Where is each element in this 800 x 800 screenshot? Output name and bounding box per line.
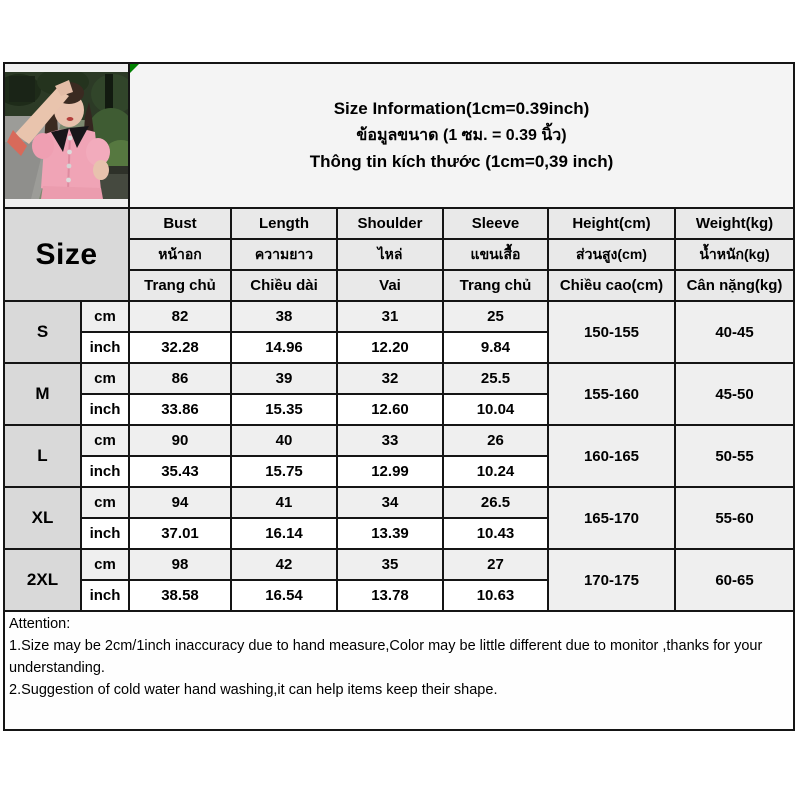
cell-2xl-length-inch: 16.54 xyxy=(230,579,338,612)
cell-2xl-bust-cm: 98 xyxy=(128,548,232,581)
cell-2xl-weight: 60-65 xyxy=(674,548,795,612)
table-title-cell: Size Information(1cm=0.39inch) ข้อมูลขนา… xyxy=(128,62,795,209)
cell-m-height: 155-160 xyxy=(547,362,676,426)
cell-xl-length-cm: 41 xyxy=(230,486,338,519)
cell-l-bust-cm: 90 xyxy=(128,424,232,457)
attention-heading: Attention: xyxy=(9,616,71,632)
size-row-label: L xyxy=(3,424,82,488)
cell-xl-sleeve-cm: 26.5 xyxy=(442,486,549,519)
cell-m-bust-cm: 86 xyxy=(128,362,232,395)
col-header-bust-th: หน้าอก xyxy=(128,238,232,271)
cell-l-shoulder-cm: 33 xyxy=(336,424,444,457)
cell-s-weight: 40-45 xyxy=(674,300,795,364)
cell-xl-length-inch: 16.14 xyxy=(230,517,338,550)
cell-2xl-bust-inch: 38.58 xyxy=(128,579,232,612)
col-header-sleeve-vi: Trang chủ xyxy=(442,269,549,302)
cell-l-sleeve-cm: 26 xyxy=(442,424,549,457)
cell-xl-shoulder-inch: 13.39 xyxy=(336,517,444,550)
col-header-shoulder-th: ไหล่ xyxy=(336,238,444,271)
cell-xl-shoulder-cm: 34 xyxy=(336,486,444,519)
cell-m-sleeve-inch: 10.04 xyxy=(442,393,549,426)
cell-2xl-sleeve-inch: 10.63 xyxy=(442,579,549,612)
cell-m-bust-inch: 33.86 xyxy=(128,393,232,426)
size-corner-header: Size xyxy=(3,207,130,302)
unit-label-inch: inch xyxy=(80,455,130,488)
cell-s-sleeve-cm: 25 xyxy=(442,300,549,333)
col-header-bust-en: Bust xyxy=(128,207,232,240)
cell-m-length-inch: 15.35 xyxy=(230,393,338,426)
attention-notes: Attention: 1.Size may be 2cm/1inch inacc… xyxy=(3,610,795,731)
cell-2xl-length-cm: 42 xyxy=(230,548,338,581)
col-header-length-en: Length xyxy=(230,207,338,240)
unit-label-inch: inch xyxy=(80,331,130,364)
attention-note-1: 1.Size may be 2cm/1inch inaccuracy due t… xyxy=(9,638,763,676)
col-header-length-th: ความยาว xyxy=(230,238,338,271)
cell-xl-height: 165-170 xyxy=(547,486,676,550)
cell-l-sleeve-inch: 10.24 xyxy=(442,455,549,488)
col-header-weight-th: น้ำหนัก(kg) xyxy=(674,238,795,271)
cell-s-length-cm: 38 xyxy=(230,300,338,333)
col-header-weight-vi: Cân nặng(kg) xyxy=(674,269,795,302)
cell-m-length-cm: 39 xyxy=(230,362,338,395)
product-photo-cell xyxy=(3,62,130,209)
cell-s-shoulder-inch: 12.20 xyxy=(336,331,444,364)
unit-label-inch: inch xyxy=(80,579,130,612)
unit-label-cm: cm xyxy=(80,300,130,333)
unit-label-cm: cm xyxy=(80,424,130,457)
cell-m-sleeve-cm: 25.5 xyxy=(442,362,549,395)
cell-l-height: 160-165 xyxy=(547,424,676,488)
cell-m-shoulder-inch: 12.60 xyxy=(336,393,444,426)
col-header-shoulder-en: Shoulder xyxy=(336,207,444,240)
col-header-height-th: ส่วนสูง(cm) xyxy=(547,238,676,271)
cell-xl-bust-inch: 37.01 xyxy=(128,517,232,550)
attention-note-2: 2.Suggestion of cold water hand washing,… xyxy=(9,682,498,698)
col-header-shoulder-vi: Vai xyxy=(336,269,444,302)
cell-s-shoulder-cm: 31 xyxy=(336,300,444,333)
col-header-height-vi: Chiều cao(cm) xyxy=(547,269,676,302)
cell-l-weight: 50-55 xyxy=(674,424,795,488)
unit-label-inch: inch xyxy=(80,517,130,550)
cell-s-length-inch: 14.96 xyxy=(230,331,338,364)
cell-l-shoulder-inch: 12.99 xyxy=(336,455,444,488)
unit-label-inch: inch xyxy=(80,393,130,426)
cell-2xl-sleeve-cm: 27 xyxy=(442,548,549,581)
col-header-bust-vi: Trang chủ xyxy=(128,269,232,302)
col-header-sleeve-th: แขนเสื้อ xyxy=(442,238,549,271)
cell-2xl-height: 170-175 xyxy=(547,548,676,612)
cell-s-bust-cm: 82 xyxy=(128,300,232,333)
unit-label-cm: cm xyxy=(80,548,130,581)
cell-s-height: 150-155 xyxy=(547,300,676,364)
cell-2xl-shoulder-inch: 13.78 xyxy=(336,579,444,612)
cell-l-length-cm: 40 xyxy=(230,424,338,457)
cell-m-weight: 45-50 xyxy=(674,362,795,426)
cell-2xl-shoulder-cm: 35 xyxy=(336,548,444,581)
size-row-label: M xyxy=(3,362,82,426)
col-header-weight-en: Weight(kg) xyxy=(674,207,795,240)
product-photo xyxy=(6,72,127,199)
cell-s-sleeve-inch: 9.84 xyxy=(442,331,549,364)
cell-xl-bust-cm: 94 xyxy=(128,486,232,519)
unit-label-cm: cm xyxy=(80,362,130,395)
cell-xl-weight: 55-60 xyxy=(674,486,795,550)
size-row-label: XL xyxy=(3,486,82,550)
title-vietnamese: Thông tin kích thước (1cm=0,39 inch) xyxy=(309,152,614,171)
col-header-length-vi: Chiều dài xyxy=(230,269,338,302)
cell-m-shoulder-cm: 32 xyxy=(336,362,444,395)
cell-l-length-inch: 15.75 xyxy=(230,455,338,488)
col-header-height-en: Height(cm) xyxy=(547,207,676,240)
unit-label-cm: cm xyxy=(80,486,130,519)
title-english: Size Information(1cm=0.39inch) xyxy=(333,99,590,118)
cell-l-bust-inch: 35.43 xyxy=(128,455,232,488)
col-header-sleeve-en: Sleeve xyxy=(442,207,549,240)
size-information-table: Size Information(1cm=0.39inch) ข้อมูลขนา… xyxy=(3,62,795,731)
cell-flag-icon xyxy=(131,65,139,73)
size-row-label: 2XL xyxy=(3,548,82,612)
title-thai: ข้อมูลขนาด (1 ซม. = 0.39 นิ้ว) xyxy=(356,127,567,144)
size-row-label: S xyxy=(3,300,82,364)
cell-s-bust-inch: 32.28 xyxy=(128,331,232,364)
cell-xl-sleeve-inch: 10.43 xyxy=(442,517,549,550)
